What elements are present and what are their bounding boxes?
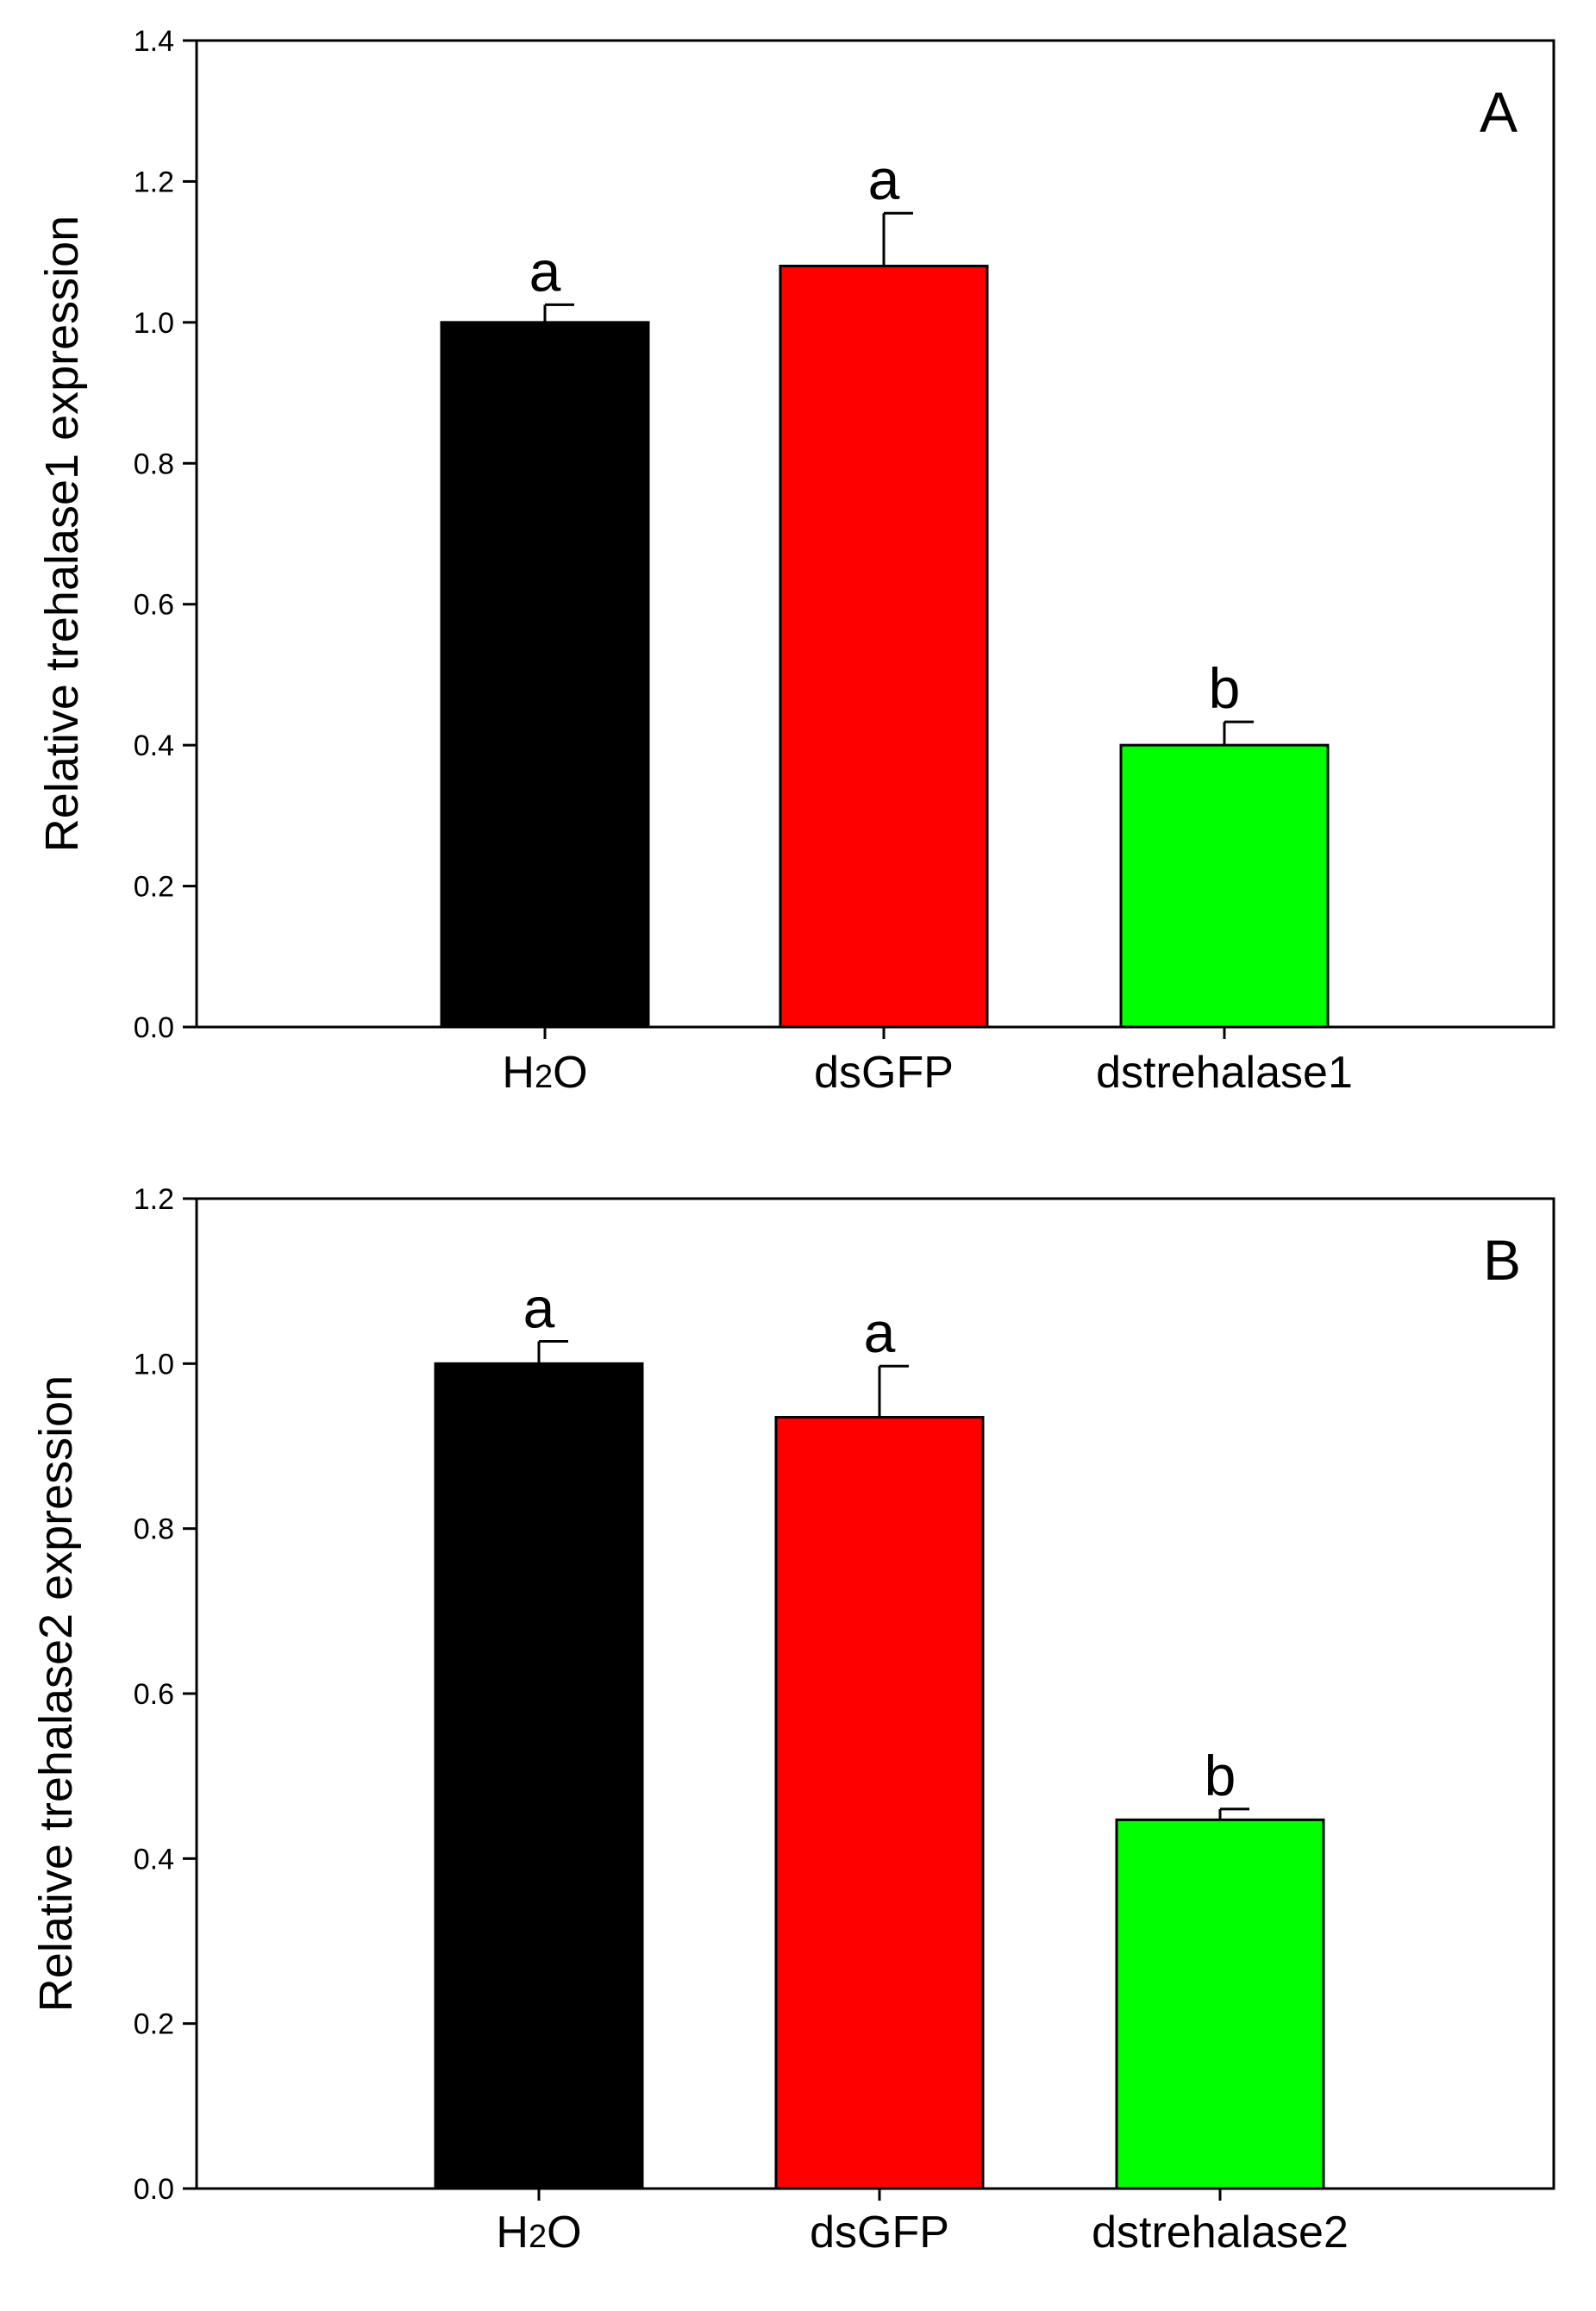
bar bbox=[774, 1416, 985, 2190]
category-label-main: dsGFP bbox=[810, 2208, 949, 2258]
category-label: H2O bbox=[496, 2208, 581, 2258]
y-tick-label: 0.6 bbox=[134, 1678, 174, 1711]
y-tick-label: 1.0 bbox=[134, 1348, 174, 1381]
category-label: dstrehalase1 bbox=[1096, 1048, 1353, 1098]
category-label-rest: O bbox=[553, 1048, 587, 1098]
category-label-main: H bbox=[502, 1048, 535, 1098]
category-label: dstrehalase2 bbox=[1092, 2208, 1349, 2258]
y-tick-label: 1.2 bbox=[134, 1183, 174, 1216]
panel-label: B bbox=[1483, 1228, 1521, 1292]
category-label-main: dsGFP bbox=[814, 1048, 954, 1098]
category-label-subscript: 2 bbox=[529, 2219, 547, 2255]
category-label: H2O bbox=[502, 1048, 587, 1098]
category-label-rest: O bbox=[547, 2208, 581, 2258]
y-tick-label: 0.6 bbox=[134, 589, 174, 622]
y-tick-label: 0.2 bbox=[134, 871, 174, 904]
bar bbox=[1115, 1818, 1325, 2190]
panel-a-chart: 0.0 0.2 0.4 0.6 0.8 1.0 1.2 1.4 Relative trehala… bbox=[36, 25, 1555, 1098]
category-label-main: dstrehalase1 bbox=[1096, 1048, 1353, 1098]
y-tick-label: 0.4 bbox=[134, 730, 174, 762]
significance-label: b bbox=[1205, 1744, 1236, 1807]
significance-label: a bbox=[864, 1300, 896, 1364]
y-tick-label: 0.4 bbox=[134, 1843, 174, 1876]
category-label-subscript: 2 bbox=[535, 1059, 553, 1095]
category-label-main: dstrehalase2 bbox=[1092, 2208, 1349, 2258]
significance-label: b bbox=[1209, 656, 1241, 720]
y-tick-label: 1.2 bbox=[134, 166, 174, 198]
bar bbox=[779, 264, 989, 1029]
category-label-main: H bbox=[496, 2208, 529, 2258]
y-tick-label: 1.0 bbox=[134, 307, 174, 340]
category-label: dsGFP bbox=[814, 1048, 954, 1098]
significance-label: a bbox=[529, 239, 561, 303]
y-tick-label: 0.8 bbox=[134, 448, 174, 480]
bar bbox=[434, 1362, 644, 2190]
panel-b-chart: 0.0 0.2 0.4 0.6 0.8 1.0 1.2 Relative trehalase2… bbox=[30, 1183, 1555, 2258]
y-tick-label: 0.0 bbox=[134, 2173, 174, 2206]
category-label: dsGFP bbox=[810, 2208, 949, 2258]
y-tick-label: 1.4 bbox=[134, 25, 174, 58]
panel-label: A bbox=[1480, 80, 1518, 144]
bar bbox=[1119, 743, 1330, 1029]
significance-label: a bbox=[523, 1276, 555, 1340]
bar bbox=[440, 321, 650, 1029]
significance-label: a bbox=[868, 147, 900, 211]
y-axis-label: Relative trehalase2 expression bbox=[30, 1375, 82, 2012]
y-tick-label: 0.8 bbox=[134, 1513, 174, 1546]
y-axis-label: Relative trehalase1 expression bbox=[36, 216, 88, 852]
y-tick-label: 0.2 bbox=[134, 2008, 174, 2041]
y-tick-label: 0.0 bbox=[134, 1011, 174, 1044]
